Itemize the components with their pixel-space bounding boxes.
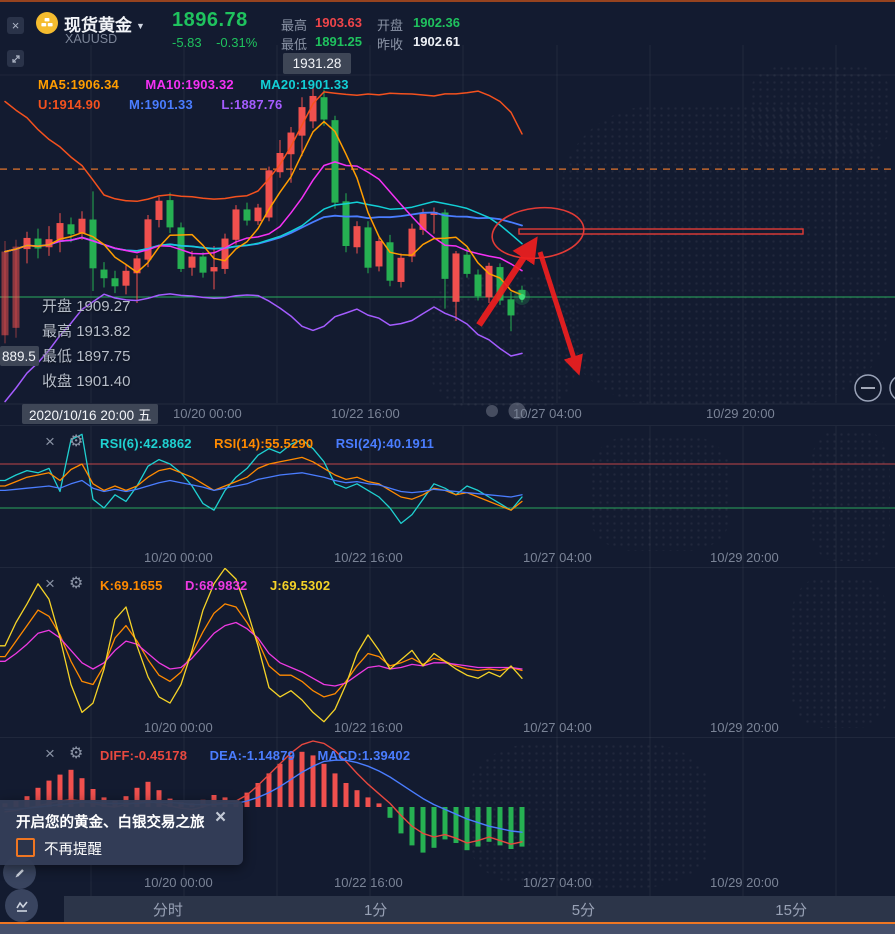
line-chart-icon: [15, 901, 28, 912]
legend-ma20: MA20:1901.33: [260, 77, 349, 92]
notification-close-icon[interactable]: ×: [215, 807, 227, 828]
axis-label: 10/29 20:00: [706, 406, 775, 421]
rsi-close-button[interactable]: ×: [45, 432, 55, 451]
close-icon: ×: [11, 18, 20, 33]
axis-label: 10/20 00:00: [144, 550, 213, 565]
kdj-settings-icon[interactable]: ⚙: [69, 575, 84, 592]
axis-label: 10/27 04:00: [513, 406, 582, 421]
symbol-code: XAUUSD: [65, 32, 118, 46]
symbol-selector[interactable]: 现货黄金 ▼: [64, 11, 145, 36]
collapse-button[interactable]: [7, 50, 24, 67]
legend-boll-m: M:1901.33: [128, 97, 193, 112]
kdj-canvas[interactable]: [0, 568, 895, 738]
kdj-panel: × ⚙ K:69.1655 D:68.9832 J:69.5302 10/20 …: [0, 567, 895, 738]
macd-legend: MACD:1.39402: [317, 748, 411, 763]
macd-settings-icon[interactable]: ⚙: [69, 745, 84, 762]
stat-open-value: 1902.36: [413, 15, 460, 30]
notification-title: 开启您的黄金、白银交易之旅: [16, 815, 205, 831]
gold-coin-icon: [36, 12, 58, 34]
left-price-label: 889.5: [0, 346, 39, 366]
close-chart-button[interactable]: ×: [7, 17, 24, 34]
last-price: 1896.78: [172, 9, 248, 31]
stat-prev-close-value: 1902.61: [413, 34, 460, 49]
timeframe-tabbar: 分时 1分 5分 15分: [64, 896, 895, 922]
legend-ma10: MA10:1903.32: [145, 77, 234, 92]
rsi-panel: × ⚙ RSI(6):42.8862 RSI(14):55.5290 RSI(2…: [0, 425, 895, 568]
dont-remind-checkbox[interactable]: [16, 838, 35, 857]
axis-label: 10/29 20:00: [710, 720, 779, 735]
rsi14-legend: RSI(14):55.5290: [214, 436, 314, 451]
legend-boll-u: U:1914.90: [38, 97, 101, 112]
promo-notification: 开启您的黄金、白银交易之旅 × 不再提醒: [0, 800, 243, 865]
bottom-scrollbar[interactable]: [0, 924, 895, 934]
main-chart-canvas[interactable]: [0, 45, 895, 425]
rsi-canvas[interactable]: [0, 426, 895, 568]
rsi6-legend: RSI(6):42.8862: [100, 436, 192, 451]
high-price-marker: 1931.28: [283, 53, 351, 74]
pencil-icon: [15, 868, 24, 877]
axis-label: 10/27 04:00: [523, 720, 592, 735]
axis-label: 10/22 16:00: [334, 875, 403, 890]
stat-prev-close-label: 昨收: [377, 37, 404, 52]
axis-label: 10/27 04:00: [523, 875, 592, 890]
stat-open-label: 开盘: [377, 18, 404, 33]
bottom-accent-line: [0, 922, 895, 924]
kdj-close-button[interactable]: ×: [45, 574, 55, 593]
axis-label: 10/29 20:00: [710, 550, 779, 565]
chevron-down-icon: ▼: [136, 21, 145, 31]
price-change-pct: -0.31%: [216, 35, 258, 50]
rsi24-legend: RSI(24):40.1911: [335, 436, 435, 451]
axis-label: 10/22 16:00: [331, 406, 400, 421]
dea-legend: DEA:-1.14879: [209, 748, 296, 763]
tab-1min[interactable]: 1分: [363, 901, 388, 919]
ohlc-tooltip: 开盘 1909.27 最高 1913.82 最低 1897.75 收盘 1901…: [42, 298, 131, 390]
axis-label: 10/20 00:00: [144, 875, 213, 890]
stat-low-value: 1891.25: [315, 34, 362, 49]
crosshair-date-box: 2020/10/16 20:00 五: [22, 404, 159, 424]
tab-time-share[interactable]: 分时: [152, 901, 183, 919]
k-legend: K:69.1655: [100, 578, 163, 593]
axis-label: 10/29 20:00: [710, 875, 779, 890]
stat-low-label: 最低: [281, 37, 308, 52]
axis-label: 10/20 00:00: [144, 720, 213, 735]
price-change: -5.83: [172, 35, 202, 50]
legend-boll-l: L:1887.76: [221, 97, 283, 112]
axis-label: 10/22 16:00: [334, 720, 403, 735]
stat-high-value: 1903.63: [315, 15, 362, 30]
j-legend: J:69.5302: [269, 578, 331, 593]
tab-15min[interactable]: 15分: [775, 901, 807, 919]
d-legend: D:68.9832: [184, 578, 248, 593]
macd-close-button[interactable]: ×: [45, 744, 55, 763]
axis-label: 10/22 16:00: [334, 550, 403, 565]
axis-label: 10/27 04:00: [523, 550, 592, 565]
page-title: 现货黄金: [64, 16, 132, 35]
collapse-arrows-icon: [11, 54, 20, 63]
axis-label-occluded: 10/20 00:00: [173, 406, 242, 421]
dont-remind-label: 不再提醒: [44, 842, 102, 858]
rsi-settings-icon[interactable]: ⚙: [69, 433, 84, 450]
stat-high-label: 最高: [281, 18, 308, 33]
header: × 现货黄金 ▼ XAUUSD 1896.78 -5.83 -0.31% 最高 1…: [0, 2, 895, 52]
diff-legend: DIFF:-0.45178: [100, 748, 188, 763]
main-chart-panel: MA5:1906.34 MA10:1903.32 MA20:1901.33 U:…: [0, 45, 895, 425]
top-accent-strip: [0, 0, 895, 2]
chart-type-button[interactable]: [5, 889, 38, 922]
tab-5min[interactable]: 5分: [571, 901, 596, 919]
legend-ma5: MA5:1906.34: [38, 77, 119, 92]
